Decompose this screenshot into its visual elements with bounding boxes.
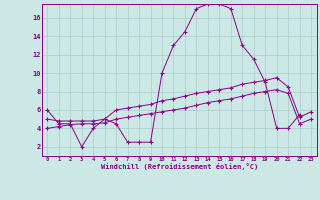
X-axis label: Windchill (Refroidissement éolien,°C): Windchill (Refroidissement éolien,°C) <box>100 163 258 170</box>
